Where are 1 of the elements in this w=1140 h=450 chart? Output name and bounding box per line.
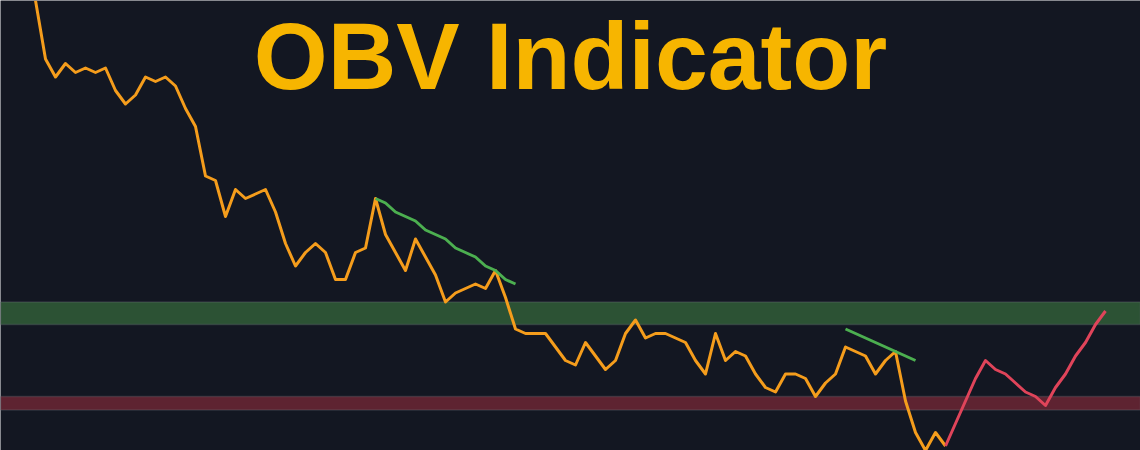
chart-title: OBV Indicator [253,2,888,109]
